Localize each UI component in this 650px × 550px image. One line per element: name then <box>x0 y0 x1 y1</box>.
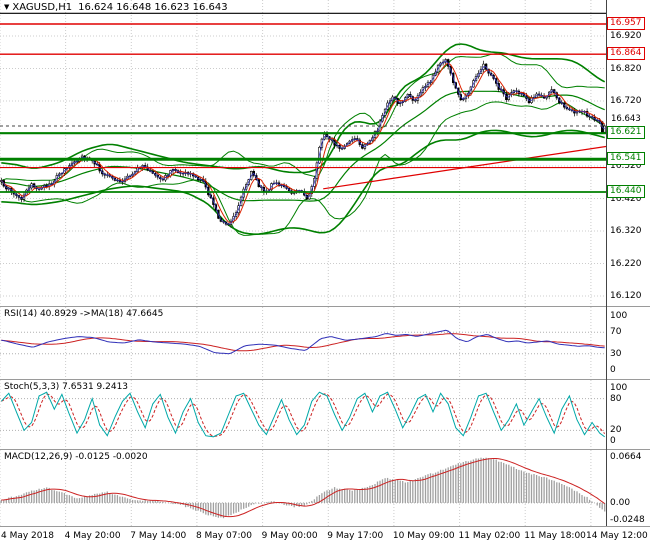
price-axis-label: 16.720 <box>610 96 642 106</box>
rsi-canvas[interactable] <box>0 307 606 379</box>
macd-indicator-label: MACD(12,26,9) -0.0125 -0.0020 <box>4 452 148 462</box>
time-axis-label: 8 May 07:00 <box>195 531 252 541</box>
time-axis-label: 10 May 09:00 <box>392 531 455 541</box>
stochastic-axis-label: 20 <box>610 425 622 436</box>
price-axis-border <box>606 0 607 526</box>
pane-separator[interactable] <box>0 379 650 380</box>
chart-symbol-label: XAGUSD,H1 <box>12 2 73 13</box>
rsi-axis-label: 70 <box>610 327 622 338</box>
macd-canvas[interactable] <box>0 450 606 526</box>
resistance-price-tag: 16.864 <box>607 47 645 61</box>
pane-separator[interactable] <box>0 306 650 307</box>
chart-ohlc-values: 16.624 16.648 16.623 16.643 <box>78 2 228 13</box>
pane-separator[interactable] <box>0 449 650 450</box>
stochastic-axis-label: 100 <box>610 383 628 393</box>
time-axis-label: 9 May 00:00 <box>261 531 318 541</box>
rsi-axis-label: 30 <box>610 348 622 359</box>
chart-header: ▼ XAGUSD,H1 16.624 16.648 16.623 16.643 <box>4 2 228 13</box>
price-chart-canvas[interactable] <box>0 0 606 306</box>
price-axis-label: 16.820 <box>610 63 642 74</box>
resistance-price-tag: 16.957 <box>607 16 645 30</box>
price-axis-label: 16.520 <box>610 161 642 171</box>
macd-axis-label: -0.0248 <box>610 515 645 525</box>
price-axis-label: 16.320 <box>610 226 642 236</box>
stochastic-canvas[interactable] <box>0 380 606 449</box>
time-axis-label: 11 May 02:00 <box>458 531 521 541</box>
time-axis-label: 7 May 14:00 <box>130 531 187 541</box>
rsi-indicator-label: RSI(14) 40.8929 ->MA(18) 47.6645 <box>4 309 164 319</box>
support-price-tag: 16.621 <box>607 126 645 140</box>
price-axis-label: 16.920 <box>610 31 642 41</box>
time-axis-label: 14 May 12:00 <box>586 531 648 541</box>
macd-axis-label: 0.0664 <box>610 452 642 462</box>
support-price-tag: 16.440 <box>607 185 645 198</box>
current-price-label: 16.643 <box>611 114 641 125</box>
rsi-axis-label: 0 <box>610 365 616 375</box>
support-price-tag: 16.541 <box>607 152 645 166</box>
time-axis-label: 11 May 18:00 <box>524 531 586 541</box>
time-axis-label: 9 May 17:00 <box>327 531 384 541</box>
price-axis-label: 16.120 <box>610 291 642 301</box>
stochastic-axis-label: 80 <box>610 393 622 404</box>
chart-collapse-icon[interactable]: ▼ <box>4 3 10 11</box>
stochastic-indicator-label: Stoch(5,3,3) 7.6531 9.2413 <box>4 382 129 392</box>
time-axis-label: 4 May 20:00 <box>64 531 121 541</box>
macd-axis-label: 0.00 <box>610 497 631 508</box>
time-axis-label: 4 May 2018 <box>1 531 54 541</box>
price-axis-label: 16.420 <box>610 193 642 204</box>
pane-separator[interactable] <box>0 526 650 527</box>
rsi-axis-label: 100 <box>610 311 628 321</box>
price-axis-label: 16.220 <box>610 258 642 269</box>
stochastic-axis-label: 0 <box>610 436 616 446</box>
